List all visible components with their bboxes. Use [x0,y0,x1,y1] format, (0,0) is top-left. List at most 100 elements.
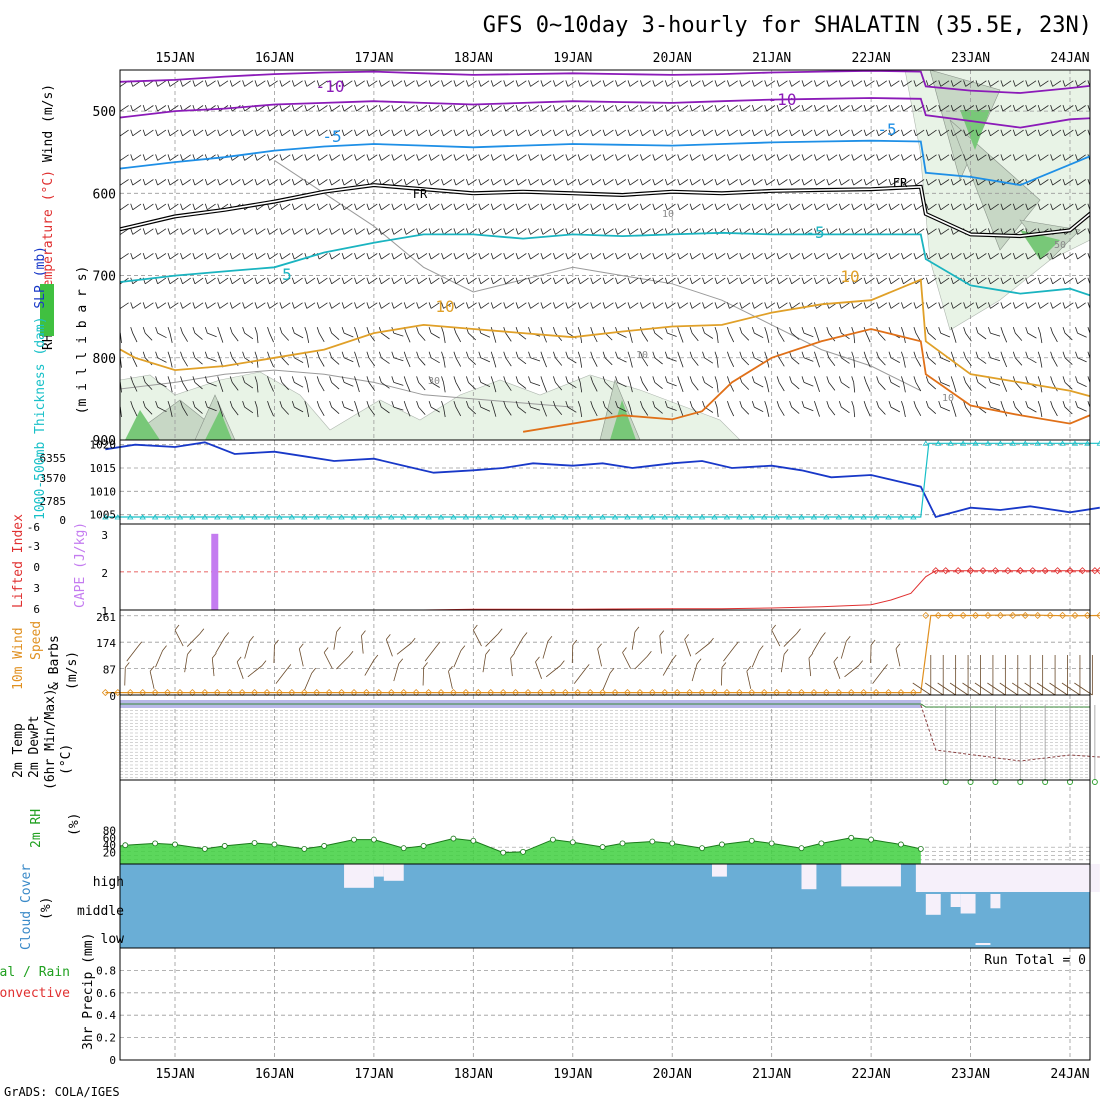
cloud-gap-high [841,864,901,887]
thickness-marker [649,514,656,520]
wind-barb [180,203,191,211]
wind10m-barb [974,655,994,696]
wind10m-barb [622,647,632,669]
wind-barb [702,178,714,186]
wind-barb [503,252,515,260]
wind10m-barb [510,652,515,677]
thickness-marker [301,514,308,520]
wind-barb [466,178,477,186]
rh2m-marker [201,846,208,852]
ylabel-wind10m-part: Speed [29,621,44,660]
wind-barb [702,326,714,339]
wind-barb [242,400,254,414]
wind-barb [515,104,527,112]
ylabel-cloud-unit: (%) [39,897,54,920]
wind-barb [876,326,886,341]
wind-barb [428,129,440,137]
wind-barb [814,277,825,285]
wind10m-marker [872,689,880,697]
wind-barb [590,104,602,112]
wind-barb [341,203,353,211]
wind-barb [528,252,540,260]
wind-barb [590,228,602,235]
wind-barb [279,376,289,391]
wind10m-barb [215,632,230,654]
lifted-index-marker [942,567,950,575]
wind-barb [441,400,446,418]
wind-barb [254,228,266,235]
wind-barb [814,154,825,161]
wind10m-barb [211,652,217,677]
wind-barb [1075,326,1087,338]
wind-barb [1062,129,1074,137]
wind-barb [528,376,541,386]
date-label-bottom: 24JAN [1050,1067,1089,1082]
date-label-bottom: 16JAN [255,1067,294,1082]
wind-barb [378,277,390,285]
wind-barb [602,326,613,341]
wind-barb [888,351,900,363]
wind-barb [1050,277,1062,285]
wind-barb [963,178,975,186]
wind-barb [354,400,360,417]
wind-barb [229,252,241,260]
thickness-marker [686,514,693,520]
wind10m-barb [247,660,267,678]
wind-barb [876,228,888,235]
wind-barb [577,400,583,418]
wind-barb [776,400,785,416]
wind-barb [652,203,664,211]
wind10m-barb [602,667,615,690]
wind-barb [329,252,341,260]
wind-barb [577,129,589,137]
wind-barb [466,129,477,137]
wind-barb [267,203,278,211]
ylabel-upper-part: Temperature [41,209,56,303]
ylabel-temp2m-part: 2m Temp [11,723,26,778]
contour-label: -5 [877,120,896,139]
wind-barb [838,277,850,285]
wind-barb [515,178,527,186]
wind10m-barb [124,662,130,686]
wind-barb [515,228,527,235]
wind-barb [416,277,428,285]
li-tick-label: 0 [33,561,40,574]
thickness-marker [151,514,159,520]
rh2m-marker [221,843,228,849]
wind-barb [1062,302,1074,309]
wind-barb [1037,277,1049,285]
wind-barb [801,326,814,338]
wind-barb [553,104,564,112]
wind-barb [590,252,602,260]
wind-barb [876,252,888,260]
thickness-marker [562,514,569,520]
wind-barb [267,400,274,417]
li-tick-label: 6 [33,603,40,616]
wind-barb [478,129,490,137]
wind-barb [378,154,390,161]
wind-barb [814,228,825,235]
wind10m-tick-label: 174 [96,637,116,650]
cape-panel [211,533,1100,611]
wind-barb [378,203,390,211]
wind-barb [366,351,376,367]
wind-barb [640,277,651,285]
thickness-marker [959,440,967,446]
wind10m-barb [659,630,665,654]
wind-barb [316,376,325,392]
thickness-marker [412,514,420,520]
wind-barb [441,277,453,285]
panel-frame-wind [119,609,1091,696]
rh-shade-dark [1020,230,1060,260]
ylabel-temp2m-part: (6hr Min/Max) [43,688,58,790]
wind10m-barb [870,639,876,664]
wind-barb [664,277,676,285]
wind-barb [988,154,999,161]
wind-barb [204,228,216,235]
wind-barb [938,178,950,186]
wind-barb [776,252,788,260]
wind-barb [428,351,440,364]
wind-barb [192,228,204,235]
wind-barb [776,129,788,137]
wind10m-barb [573,664,590,684]
